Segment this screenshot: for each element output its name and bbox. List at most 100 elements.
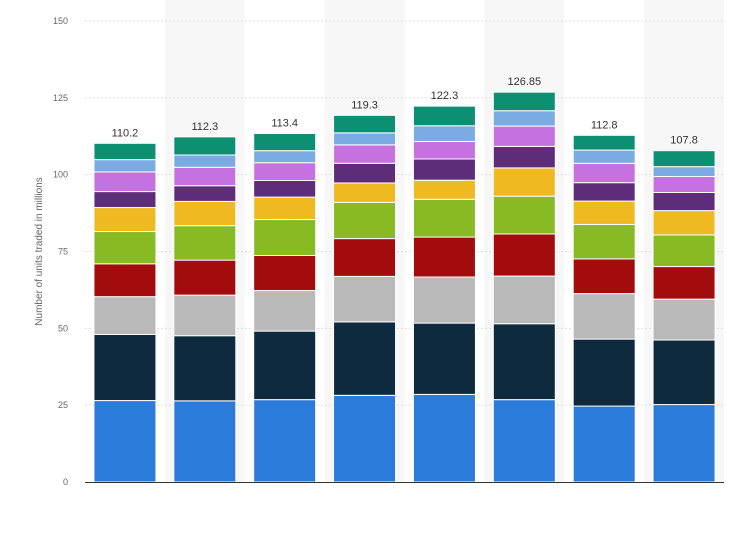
- bar-segment: [173, 400, 237, 483]
- bar-segment: [253, 330, 317, 401]
- bar-segment: [173, 154, 237, 168]
- bar-segment: [93, 263, 157, 298]
- bar-segment: [412, 276, 476, 324]
- bar-segment: [93, 171, 157, 193]
- bar-segment: [492, 145, 556, 169]
- bar-segment: [333, 238, 397, 277]
- y-tick-label: 25: [58, 400, 68, 410]
- y-tick-label: 50: [58, 323, 68, 333]
- bar-segment: [492, 125, 556, 147]
- bar-segment: [173, 225, 237, 261]
- total-label: 112.3: [191, 121, 218, 133]
- y-axis-ticks: 0 25 50 75 100 125 150: [53, 16, 68, 487]
- bar-segment: [253, 150, 317, 164]
- bar-segment: [253, 290, 317, 332]
- bar-segment: [652, 150, 716, 168]
- bar-segment: [93, 400, 157, 483]
- bar-segment: [412, 322, 476, 395]
- bar-segment: [652, 166, 716, 178]
- bar-segment: [492, 233, 556, 277]
- bar-segment: [93, 142, 157, 161]
- bars: [93, 91, 716, 483]
- bar-segment: [572, 182, 636, 202]
- bar-segment: [333, 275, 397, 323]
- bar-segment: [492, 323, 556, 401]
- bar-segment: [253, 132, 317, 152]
- bar-segment: [412, 198, 476, 238]
- bar-segment: [572, 162, 636, 184]
- bar-segment: [652, 266, 716, 300]
- y-tick-label: 150: [53, 16, 68, 26]
- bar-segment: [652, 234, 716, 268]
- bar-segment: [333, 201, 397, 240]
- bar-segment: [572, 405, 636, 483]
- bar-segment: [652, 298, 716, 341]
- bar-segment: [253, 180, 317, 198]
- bar-segment: [173, 294, 237, 337]
- bar-segment: [652, 176, 716, 193]
- bar-segment: [412, 393, 476, 483]
- bar-segment: [492, 195, 556, 235]
- total-label: 110.2: [112, 127, 139, 139]
- bar-segment: [173, 166, 237, 187]
- bar-segment: [652, 210, 716, 236]
- bar-segment: [173, 185, 237, 202]
- bar-segment: [253, 219, 317, 256]
- y-tick-label: 125: [53, 93, 68, 103]
- bar-segment: [412, 140, 476, 160]
- bar-segment: [253, 162, 317, 182]
- bar-segment: [572, 223, 636, 260]
- bar-segment: [333, 321, 397, 396]
- y-tick-label: 0: [63, 477, 68, 487]
- bar-segment: [412, 179, 476, 200]
- bar-segment: [412, 236, 476, 278]
- bar-segment: [333, 144, 397, 164]
- bar-segment: [93, 207, 157, 233]
- bar-segment: [492, 110, 556, 127]
- y-tick-label: 75: [58, 247, 68, 257]
- bar-segment: [572, 258, 636, 295]
- bar-segment: [93, 191, 157, 209]
- bar-segment: [253, 254, 317, 292]
- bar-segment: [412, 105, 476, 127]
- bar-segment: [93, 296, 157, 335]
- bar-segment: [93, 231, 157, 265]
- bar-segment: [333, 114, 397, 134]
- bar-segment: [492, 275, 556, 325]
- total-label: 112.8: [591, 119, 618, 131]
- bar-segment: [652, 191, 716, 212]
- bar-segment: [572, 338, 636, 407]
- bar-segment: [333, 132, 397, 146]
- bar-segment: [492, 167, 556, 197]
- bar-segment: [173, 136, 237, 156]
- total-label: 122.3: [431, 90, 459, 102]
- bar-segment: [572, 293, 636, 340]
- bar-segment: [572, 200, 636, 225]
- total-labels: 110.2 112.3 113.4 119.3 122.3 126.85 112.8 107.…: [112, 76, 698, 147]
- bar-segment: [173, 259, 237, 296]
- bar-segment: [333, 162, 397, 184]
- bar-segment: [492, 91, 556, 112]
- total-label: 107.8: [670, 135, 698, 147]
- bar-segment: [93, 333, 157, 402]
- total-label: 126.85: [507, 76, 541, 88]
- bar-segment: [253, 399, 317, 483]
- total-label: 113.4: [271, 117, 298, 129]
- bar-segment: [93, 159, 157, 173]
- y-axis-title: Number of units traded in millions: [34, 177, 45, 325]
- bar-segment: [412, 158, 476, 181]
- total-label: 119.3: [351, 99, 378, 111]
- bar-segment: [173, 335, 237, 402]
- bar-segment: [572, 149, 636, 164]
- bar-segment: [652, 339, 716, 406]
- y-tick-label: 100: [53, 170, 68, 180]
- bar-segment: [173, 200, 237, 227]
- bar-segment: [253, 196, 317, 221]
- bar-segment: [333, 182, 397, 203]
- bar-segment: [333, 394, 397, 483]
- bar-segment: [652, 404, 716, 483]
- bar-segment: [412, 125, 476, 142]
- bar-segment: [572, 134, 636, 151]
- bar-segment: [492, 399, 556, 483]
